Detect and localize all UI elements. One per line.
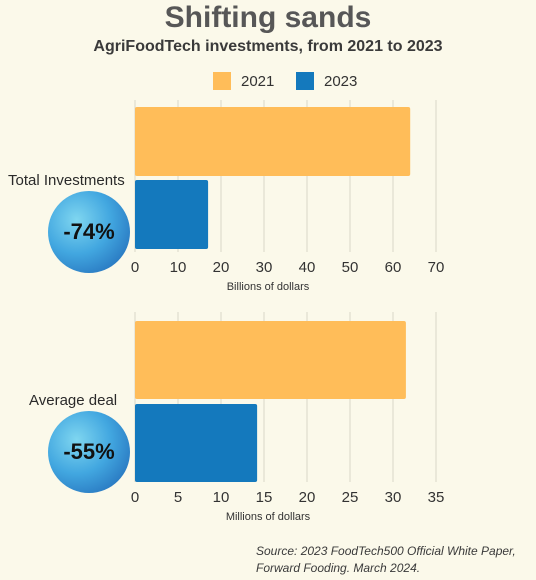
legend-swatch-2023 bbox=[296, 72, 314, 90]
category-label-total-investments: Total Investments bbox=[8, 172, 125, 189]
x-tick-label: 10 bbox=[170, 259, 187, 276]
x-tick-label: 5 bbox=[174, 489, 182, 506]
chart-title: Shifting sands bbox=[164, 1, 372, 34]
x-tick-label: 30 bbox=[256, 259, 273, 276]
legend-label-2023: 2023 bbox=[324, 72, 358, 90]
x-axis-label: Millions of dollars bbox=[226, 511, 311, 523]
bar-2023 bbox=[135, 404, 258, 482]
x-tick-label: 10 bbox=[213, 489, 230, 506]
chart-total-investments: 0 10 20 30 40 50 60 70 Billions of dollars bbox=[131, 100, 445, 293]
x-tick-label: 25 bbox=[342, 489, 359, 506]
category-label-average-deal: Average deal bbox=[29, 392, 118, 409]
x-tick-label: 0 bbox=[131, 489, 139, 506]
x-tick-label: 70 bbox=[428, 259, 445, 276]
chart-subtitle: AgriFoodTech investments, from 2021 to 2… bbox=[93, 38, 443, 55]
legend-label-2021: 2021 bbox=[241, 72, 275, 90]
bar-2021 bbox=[135, 107, 411, 176]
legend-item-2021: 2021 bbox=[213, 72, 274, 90]
x-tick-label: 35 bbox=[428, 489, 445, 506]
x-tick-label: 20 bbox=[213, 259, 230, 276]
x-tick-label: 20 bbox=[299, 489, 316, 506]
x-tick-label: 50 bbox=[342, 259, 359, 276]
chart-average-deal: 0 5 10 15 20 25 30 35 Millions of dollars bbox=[131, 312, 445, 523]
x-tick-label: 60 bbox=[385, 259, 402, 276]
legend-item-2023: 2023 bbox=[296, 72, 357, 90]
bar-2021 bbox=[135, 321, 406, 399]
legend: 2021 2023 bbox=[0, 72, 536, 94]
x-tick-label: 30 bbox=[385, 489, 402, 506]
x-axis-label: Billions of dollars bbox=[227, 281, 310, 293]
x-tick-label: 15 bbox=[256, 489, 273, 506]
source-note: Source: 2023 FoodTech500 Official White … bbox=[256, 544, 516, 575]
bar-2023 bbox=[135, 180, 209, 249]
change-badge-total: -74% bbox=[48, 191, 130, 273]
x-tick-label: 40 bbox=[299, 259, 316, 276]
x-tick-label: 0 bbox=[131, 259, 139, 276]
legend-swatch-2021 bbox=[213, 72, 231, 90]
change-badge-average: -55% bbox=[48, 411, 130, 493]
